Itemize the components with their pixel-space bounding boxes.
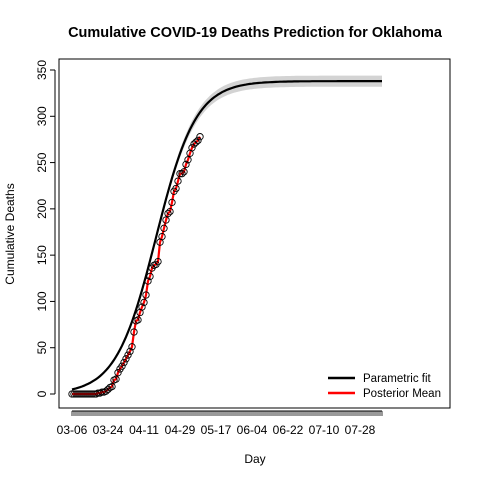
confidence-band bbox=[72, 75, 382, 390]
x-tick-label: 04-11 bbox=[129, 423, 159, 437]
x-tick-label: 06-22 bbox=[273, 423, 304, 437]
data-point bbox=[144, 277, 152, 285]
x-tick-label: 03-06 bbox=[57, 423, 88, 437]
x-tick-label: 07-28 bbox=[345, 423, 376, 437]
data-point bbox=[190, 140, 198, 148]
data-point bbox=[126, 347, 134, 356]
data-point bbox=[122, 355, 130, 363]
x-tick-label: 07-10 bbox=[309, 423, 340, 437]
x-tick-label: 06-04 bbox=[237, 423, 268, 437]
y-tick-label: 100 bbox=[35, 291, 49, 311]
data-point bbox=[178, 170, 186, 178]
parametric-fit-series bbox=[71, 79, 382, 391]
y-tick-label: 0 bbox=[35, 390, 49, 397]
data-point bbox=[134, 316, 142, 324]
data-point bbox=[120, 358, 128, 367]
data-point bbox=[172, 184, 180, 193]
legend: Parametric fit Posterior Mean bbox=[328, 373, 441, 400]
plot-frame bbox=[58, 58, 451, 409]
data-point bbox=[180, 168, 188, 176]
data-point bbox=[146, 272, 154, 281]
y-tick-label: 350 bbox=[35, 60, 49, 80]
parametric-fit-line bbox=[71, 79, 382, 391]
data-point bbox=[124, 351, 132, 359]
data-point bbox=[140, 298, 148, 307]
data-point bbox=[196, 133, 204, 141]
data-point bbox=[192, 138, 200, 146]
data-point bbox=[194, 136, 202, 145]
data-point bbox=[114, 369, 122, 377]
x-axis: 03-06 03-24 04-11 04-29 05-17 06-04 06-22 07-10… bbox=[57, 410, 383, 437]
data-point bbox=[162, 216, 170, 224]
data-point bbox=[102, 387, 110, 395]
x-tick-label: 04-29 bbox=[165, 423, 196, 437]
data-point bbox=[184, 156, 192, 164]
data-point bbox=[142, 291, 150, 299]
legend-label-posterior-mean: Posterior Mean bbox=[363, 388, 441, 400]
posterior-mean-series bbox=[72, 136, 201, 396]
data-point bbox=[158, 232, 166, 241]
data-point bbox=[108, 382, 116, 391]
y-tick-label: 250 bbox=[35, 152, 49, 172]
posterior-mean-line bbox=[72, 136, 201, 396]
x-axis-label: Day bbox=[244, 452, 265, 466]
y-axis: 0 50 100 150 200 250 300 350 bbox=[35, 60, 56, 397]
data-point bbox=[174, 177, 182, 185]
observed-points bbox=[68, 133, 204, 398]
data-point bbox=[112, 375, 120, 383]
y-tick-label: 200 bbox=[35, 199, 49, 219]
y-tick-label: 300 bbox=[35, 106, 49, 126]
legend-label-parametric-fit: Parametric fit bbox=[363, 373, 432, 385]
data-point bbox=[138, 303, 146, 311]
y-tick-label: 50 bbox=[35, 341, 49, 355]
data-point bbox=[98, 388, 106, 396]
y-tick-label: 150 bbox=[35, 245, 49, 265]
data-point bbox=[164, 209, 172, 218]
data-point bbox=[130, 328, 138, 336]
data-point bbox=[182, 160, 190, 169]
data-point bbox=[168, 198, 176, 207]
x-tick-label: 05-17 bbox=[201, 423, 232, 437]
chart-title: Cumulative COVID-19 Deaths Prediction fo… bbox=[68, 25, 443, 41]
data-point bbox=[154, 257, 162, 266]
data-point bbox=[128, 343, 136, 351]
data-point bbox=[188, 144, 196, 152]
data-point bbox=[118, 362, 126, 370]
confidence-band-area bbox=[72, 75, 382, 390]
data-point bbox=[176, 170, 184, 178]
y-axis-label: Cumulative Deaths bbox=[3, 183, 17, 284]
data-point bbox=[166, 207, 174, 216]
x-tick-label: 03-24 bbox=[93, 423, 124, 437]
data-point bbox=[160, 224, 168, 232]
